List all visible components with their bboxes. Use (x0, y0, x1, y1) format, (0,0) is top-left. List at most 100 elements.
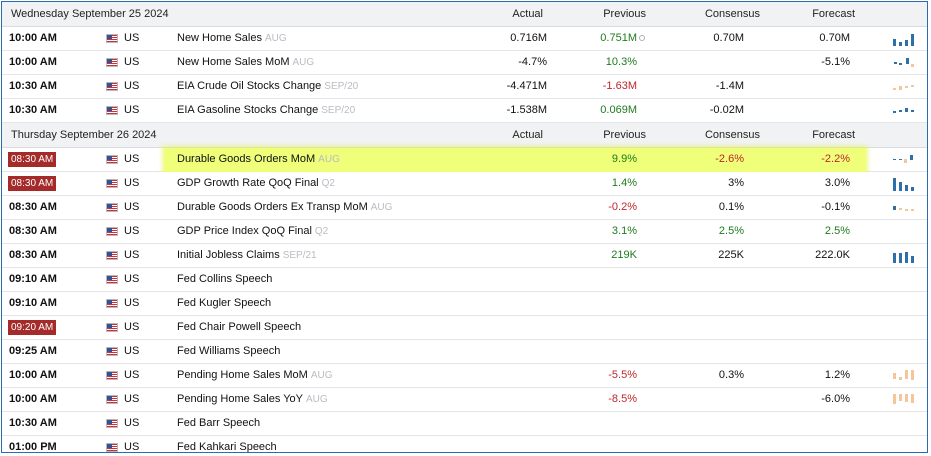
table-row[interactable]: 10:00 AM US Pending Home Sales MoM AUG -5.5%… (2, 364, 927, 388)
event-name-text[interactable]: Initial Jobless Claims (177, 249, 280, 261)
sparkline-bar (905, 394, 908, 402)
event-name-text[interactable]: Pending Home Sales YoY (177, 393, 303, 405)
event-name[interactable]: New Home Sales MoM AUG (177, 56, 314, 68)
event-time-badge: 09:20 AM (8, 320, 57, 335)
event-name-text[interactable]: Fed Barr Speech (177, 417, 261, 429)
column-header-previous[interactable]: Previous (603, 8, 646, 20)
event-name[interactable]: Fed Collins Speech (177, 273, 272, 285)
column-header-forecast[interactable]: Forecast (812, 8, 855, 20)
event-name-text[interactable]: GDP Growth Rate QoQ Final (177, 177, 319, 189)
table-row[interactable]: 09:10 AM US Fed Kugler Speech (2, 292, 927, 316)
table-row[interactable]: 10:30 AM US EIA Gasoline Stocks Change SEP/… (2, 99, 927, 123)
sparkline-chart[interactable] (891, 176, 915, 191)
event-name-text[interactable]: New Home Sales MoM (177, 56, 290, 68)
table-row[interactable]: 09:25 AM US Fed Williams Speech (2, 340, 927, 364)
table-row[interactable]: 10:00 AM US Pending Home Sales YoY AUG -8.5%… (2, 388, 927, 412)
sparkline-chart[interactable] (891, 392, 915, 407)
event-period: Q2 (321, 178, 335, 189)
sparkline-chart[interactable] (891, 368, 915, 383)
event-name[interactable]: Durable Goods Orders Ex Transp MoM AUG (177, 201, 392, 213)
table-row[interactable]: 08:30 AM US Initial Jobless Claims SEP/21 21… (2, 244, 927, 268)
event-name-text[interactable]: Fed Kahkari Speech (177, 441, 277, 453)
event-name[interactable]: EIA Gasoline Stocks Change SEP/20 (177, 104, 355, 116)
country-code: US (124, 56, 140, 68)
column-header-actual[interactable]: Actual (512, 8, 543, 20)
sparkline-chart[interactable] (891, 152, 915, 167)
event-period: AUG (264, 33, 287, 44)
revised-icon[interactable] (639, 35, 645, 42)
event-name[interactable]: GDP Price Index QoQ Final Q2 (177, 225, 328, 237)
forecast-value: -2.2% (821, 153, 850, 165)
event-name-text[interactable]: GDP Price Index QoQ Final (177, 225, 312, 237)
country-code: US (124, 321, 140, 333)
sparkline-bar (911, 110, 914, 112)
sparkline-chart[interactable] (891, 79, 915, 94)
us-flag-icon (106, 371, 118, 380)
event-name[interactable]: Fed Williams Speech (177, 345, 280, 357)
event-name[interactable]: New Home Sales AUG (177, 32, 287, 44)
table-row[interactable]: 08:30 AM US GDP Growth Rate QoQ Final Q2 1.4… (2, 172, 927, 196)
column-header-consensus[interactable]: Consensus (704, 8, 760, 20)
event-name[interactable]: Fed Kugler Speech (177, 297, 271, 309)
event-name[interactable]: Durable Goods Orders MoM AUG (177, 153, 340, 165)
event-time: 08:30 AM (9, 201, 57, 213)
sparkline-chart[interactable] (891, 31, 915, 46)
event-name-text[interactable]: Pending Home Sales MoM (177, 369, 308, 381)
sparkline-bar (905, 209, 908, 211)
table-row[interactable]: 08:30 AM US Durable Goods Orders Ex Transp… (2, 196, 927, 220)
table-row[interactable]: 09:20 AM US Fed Chair Powell Speech (2, 316, 927, 340)
sparkline-chart[interactable] (891, 200, 915, 215)
previous-value: -1.63M (602, 80, 637, 92)
previous-value: 1.4% (611, 177, 637, 189)
sparkline-bar (911, 187, 914, 191)
table-row[interactable]: 08:30 AM US Durable Goods Orders MoM AUG 9.9… (2, 148, 927, 173)
table-row[interactable]: 10:00 AM US New Home Sales MoM AUG -4.7% 10.3… (2, 51, 927, 75)
sparkline-bar (905, 108, 908, 112)
event-name-text[interactable]: Fed Williams Speech (177, 345, 281, 357)
table-row[interactable]: 01:00 PM US Fed Kahkari Speech (2, 436, 927, 453)
event-name-text[interactable]: Fed Kugler Speech (177, 297, 272, 309)
sparkline-chart[interactable] (891, 248, 915, 263)
event-name[interactable]: GDP Growth Rate QoQ Final Q2 (177, 177, 335, 189)
column-header-previous[interactable]: Previous (603, 129, 646, 141)
country-code: US (124, 441, 140, 453)
event-name-text[interactable]: Durable Goods Orders Ex Transp MoM (177, 201, 368, 213)
section-date: Wednesday September 25 2024 (11, 8, 169, 20)
column-header-forecast[interactable]: Forecast (812, 129, 855, 141)
table-row[interactable]: 08:30 AM US GDP Price Index QoQ Final Q2 3.1… (2, 220, 927, 244)
event-name[interactable]: Initial Jobless Claims SEP/21 (177, 249, 317, 261)
event-name[interactable]: EIA Crude Oil Stocks Change SEP/20 (177, 80, 358, 92)
event-time: 09:25 AM (9, 345, 57, 357)
event-name[interactable]: Pending Home Sales MoM AUG (177, 369, 333, 381)
event-name-text[interactable]: EIA Gasoline Stocks Change (177, 104, 319, 116)
column-header-actual[interactable]: Actual (512, 129, 543, 141)
event-name[interactable]: Fed Barr Speech (177, 417, 260, 429)
table-row[interactable]: 10:30 AM US EIA Crude Oil Stocks Change SEP… (2, 75, 927, 99)
event-name[interactable]: Pending Home Sales YoY AUG (177, 393, 328, 405)
country-code: US (124, 225, 140, 237)
event-name-text[interactable]: Fed Chair Powell Speech (177, 321, 302, 333)
us-flag-icon (106, 106, 118, 115)
table-row[interactable]: 10:00 AM US New Home Sales AUG 0.716M 0.751M 0… (2, 27, 927, 51)
event-name-text[interactable]: Fed Collins Speech (177, 273, 273, 285)
sparkline-bar (911, 85, 914, 87)
previous-value: -5.5% (608, 369, 637, 381)
sparkline-bar (893, 159, 896, 160)
table-row[interactable]: 09:10 AM US Fed Collins Speech (2, 268, 927, 292)
sparkline-bar (911, 209, 914, 211)
column-header-consensus[interactable]: Consensus (704, 129, 760, 141)
table-row[interactable]: 10:30 AM US Fed Barr Speech (2, 412, 927, 436)
event-name-text[interactable]: Durable Goods Orders MoM (177, 153, 316, 165)
sparkline-chart[interactable] (891, 55, 915, 70)
event-name[interactable]: Fed Kahkari Speech (177, 441, 277, 453)
country-code: US (124, 417, 140, 429)
sparkline-bar (899, 63, 902, 65)
sparkline-bar (899, 182, 902, 191)
event-name-text[interactable]: EIA Crude Oil Stocks Change (177, 80, 322, 92)
sparkline-bar (893, 206, 896, 210)
event-name[interactable]: Fed Chair Powell Speech (177, 321, 301, 333)
sparkline-chart[interactable] (891, 103, 915, 118)
us-flag-icon (106, 419, 118, 428)
event-name-text[interactable]: New Home Sales (177, 32, 262, 44)
